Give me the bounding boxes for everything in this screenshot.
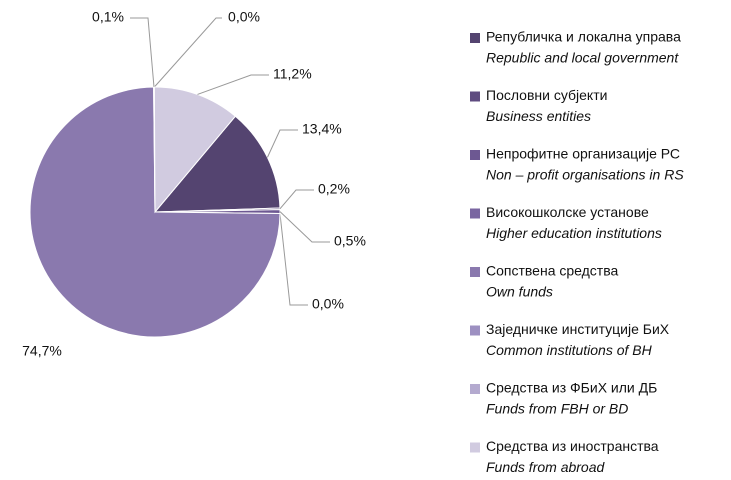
data-label: 74,7% <box>22 343 62 359</box>
leader-line <box>279 211 330 243</box>
leader-line <box>130 17 155 88</box>
legend-label-en: Non – profit organisations in RS <box>486 167 684 183</box>
data-label: 0,5% <box>334 233 366 249</box>
legend-swatch <box>470 325 480 336</box>
pie-slice <box>153 86 237 214</box>
legend-swatch <box>470 150 480 160</box>
data-label: 0,0% <box>312 296 344 312</box>
leader-line <box>279 189 314 210</box>
legend-swatch <box>470 267 480 277</box>
legend-label-en: Funds from FBH or BD <box>486 401 628 417</box>
legend-label: Средства из ФБиХ или ДБ <box>486 380 657 396</box>
legend-label: Републичка и локална управа <box>486 29 681 45</box>
leader-line <box>197 74 269 95</box>
leader-line <box>154 17 222 88</box>
legend-label-en: Business entities <box>486 108 591 124</box>
legend-swatch <box>470 91 480 102</box>
legend-label-en: Funds from abroad <box>486 459 605 475</box>
legend-label-en: Higher education institutions <box>486 225 662 241</box>
legend-swatch <box>470 442 480 453</box>
legend-label: Средства из иностранства <box>486 438 659 454</box>
legend-swatch <box>470 208 480 219</box>
data-label: 11,2% <box>273 66 312 82</box>
data-label: 0,1% <box>92 9 124 25</box>
leader-line <box>279 213 308 306</box>
data-label: 0,2% <box>318 181 350 197</box>
leader-line <box>266 129 298 158</box>
legend-label: Пословни субјекти <box>486 87 607 103</box>
legend-swatch <box>470 384 480 394</box>
legend-label-en: Common institutions of BH <box>486 342 653 358</box>
legend-label: Заједничке институције БиХ <box>486 321 670 337</box>
legend-label-en: Republic and local government <box>486 50 679 66</box>
legend-label: Високошколске установе <box>486 204 649 220</box>
legend-label: Сопствена средства <box>486 263 618 279</box>
legend-label-en: Own funds <box>486 284 553 300</box>
data-label: 13,4% <box>302 121 342 137</box>
data-label: 0,0% <box>228 9 260 25</box>
legend-label: Непрофитне организације РС <box>486 146 680 162</box>
legend-swatch <box>470 33 480 43</box>
